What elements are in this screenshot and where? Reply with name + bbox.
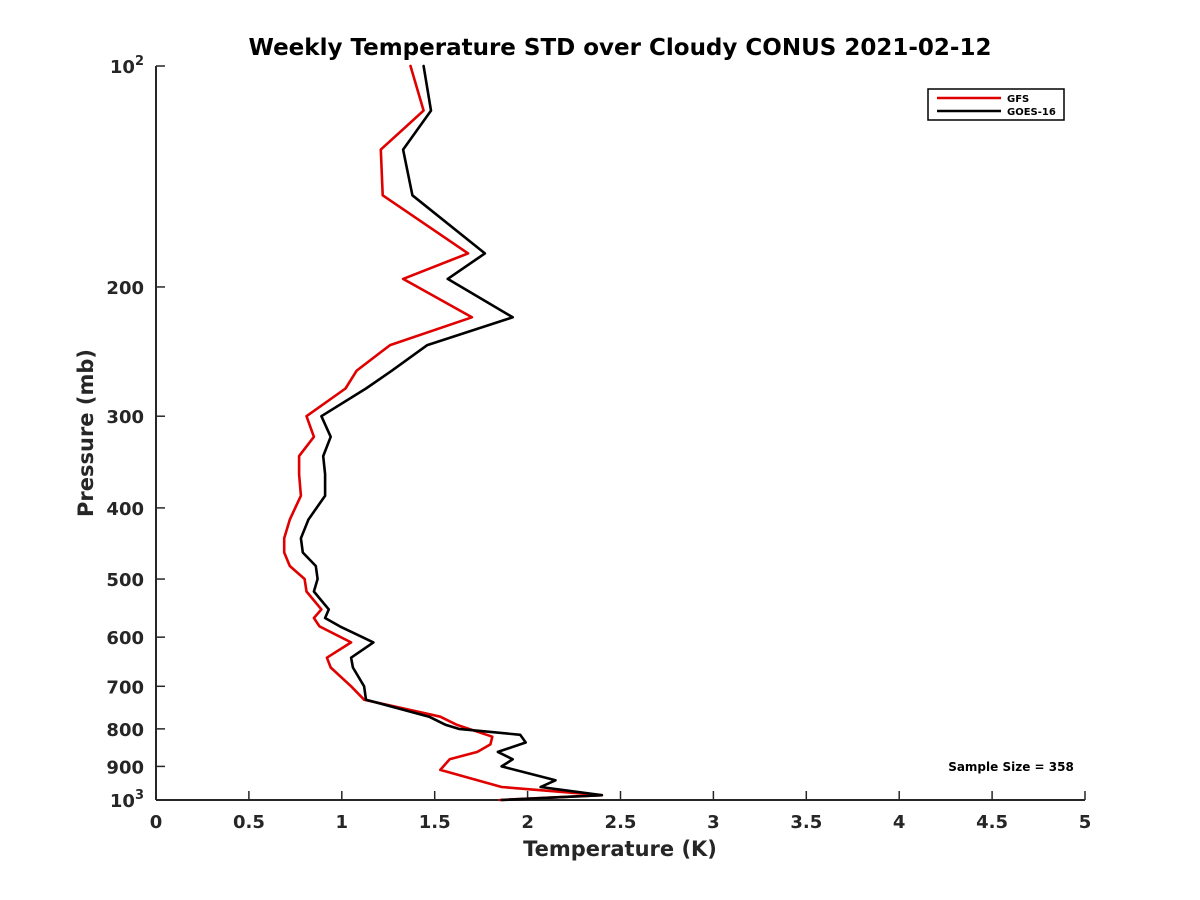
legend-label-goes-16: GOES-16: [1007, 107, 1056, 118]
legend-box: [927, 88, 1065, 121]
x-tick-label: 2.5: [605, 812, 637, 833]
y-tick-label: 800: [106, 720, 144, 741]
y-tick-label: 400: [106, 499, 144, 520]
y-tick-label: 700: [106, 677, 144, 698]
x-tick-label: 1: [336, 812, 349, 833]
x-tick-label: 0: [150, 812, 163, 833]
series-line-goes-16: [299, 64, 604, 802]
y-tick-label: 300: [106, 407, 144, 428]
legend: GFS GOES-16: [927, 88, 1065, 121]
y-axis-label: Pressure (mb): [74, 349, 98, 517]
x-tick-label: 0.5: [233, 812, 265, 833]
y-tick-label: 600: [106, 628, 144, 649]
chart-title: Weekly Temperature STD over Cloudy CONUS…: [249, 35, 992, 61]
axes: 0 0.5 1 1.5 2 2.5 3 3.5 4 4.5 5 102 200 300 400 500 600 7…: [106, 54, 1091, 833]
x-tick-label: 3.5: [790, 812, 822, 833]
x-tick-label: 3: [707, 812, 720, 833]
y-tick-label: 200: [106, 278, 144, 299]
y-tick-label: 103: [110, 788, 144, 812]
series-lines: [282, 64, 604, 802]
x-tick-label: 2: [521, 812, 534, 833]
x-axis-label: Temperature (K): [523, 837, 717, 861]
x-tick-label: 5: [1079, 812, 1092, 833]
legend-label-gfs: GFS: [1007, 94, 1029, 105]
x-tick-label: 1.5: [419, 812, 451, 833]
y-tick-label: 900: [106, 757, 144, 778]
x-tick-label: 4.5: [976, 812, 1008, 833]
y-tick-label: 102: [110, 54, 144, 78]
x-tick-label: 4: [893, 812, 906, 833]
series-line-gfs: [282, 64, 604, 802]
y-tick-label: 500: [106, 570, 144, 591]
sample-size-annotation: Sample Size = 358: [948, 760, 1074, 774]
